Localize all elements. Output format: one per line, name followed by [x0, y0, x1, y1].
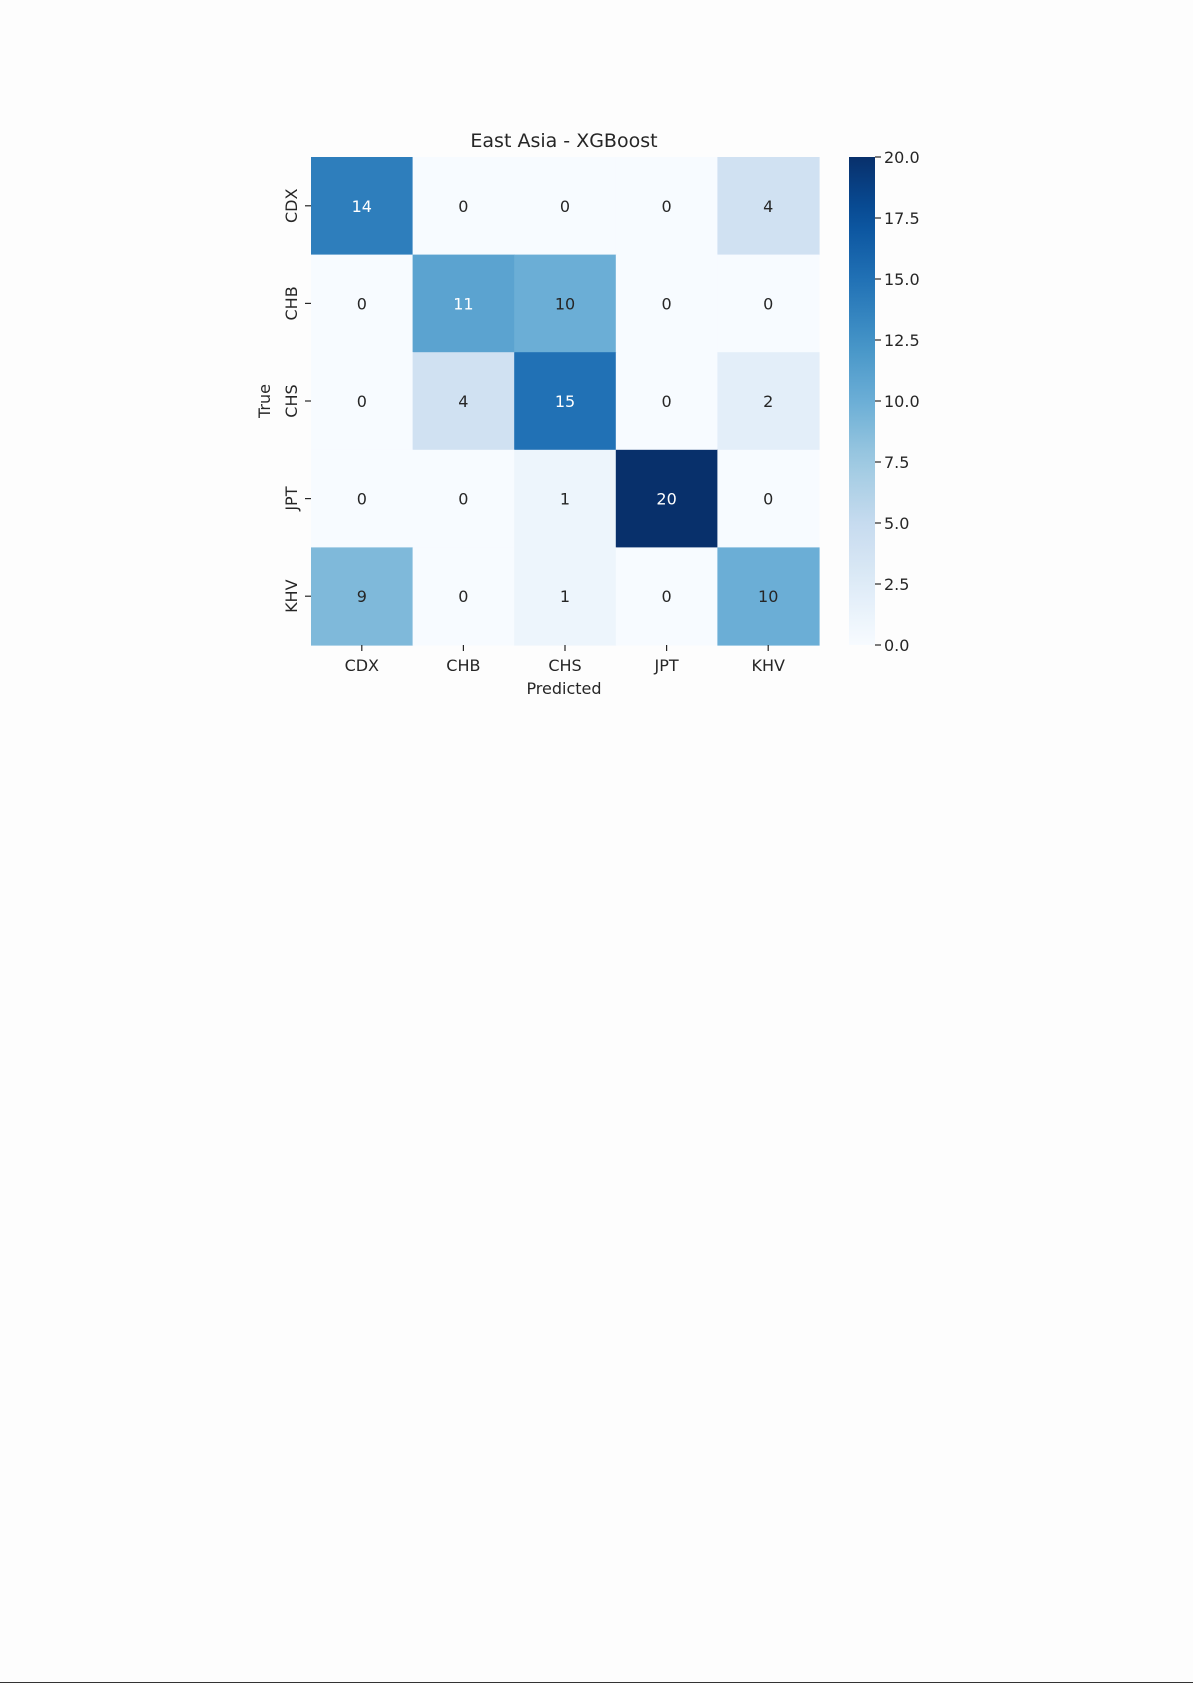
cell-value-label: 0 — [763, 294, 773, 313]
x-tick-label-cdx: CDX — [345, 656, 379, 675]
cell-value-label: 0 — [357, 490, 367, 509]
cell-value-label: 0 — [458, 197, 468, 216]
heatmap-cells: 14 0 0 0 40 11 10 0 00 4 15 0 20 0 1 20 09 0 1 0 10 — [311, 157, 820, 646]
cell-value-label: 0 — [357, 392, 367, 411]
x-axis-ticks: CDX CHB CHS JPT KHV — [345, 645, 785, 675]
cell-value-label: 9 — [357, 587, 367, 606]
cell-value-label: 0 — [458, 490, 468, 509]
cell-jpt-jpt — [615, 449, 718, 548]
colorbar-tick-label: 7.5 — [884, 453, 909, 472]
cell-chb-jpt — [615, 254, 718, 353]
y-axis-ticks: CDX CHB CHS JPT KHV — [282, 189, 311, 613]
x-tick-label-chb: CHB — [446, 656, 480, 675]
cell-cdx-jpt — [615, 157, 718, 256]
colorbar-tick-label: 10.0 — [884, 392, 920, 411]
cell-value-label: 0 — [357, 294, 367, 313]
colorbar-tick-label: 2.5 — [884, 575, 909, 594]
cell-value-label: 0 — [662, 197, 672, 216]
cell-chb-chs — [514, 254, 617, 353]
x-tick-label-jpt: JPT — [654, 656, 679, 675]
y-tick-label-chs: CHS — [282, 384, 301, 417]
cell-cdx-khv — [717, 157, 820, 256]
x-tick-label-chs: CHS — [548, 656, 581, 675]
cell-value-label: 15 — [555, 392, 575, 411]
cell-chb-cdx — [311, 254, 414, 353]
cell-khv-chb — [412, 547, 515, 646]
cell-chs-chs — [514, 352, 617, 451]
cell-value-label: 10 — [555, 294, 575, 313]
cell-chs-cdx — [311, 352, 414, 451]
cell-cdx-chs — [514, 157, 617, 256]
y-tick-label-khv: KHV — [282, 579, 301, 613]
cell-value-label: 1 — [560, 490, 570, 509]
cell-value-label: 0 — [662, 294, 672, 313]
cell-cdx-cdx — [311, 157, 414, 256]
cell-jpt-chb — [412, 449, 515, 548]
cell-chb-khv — [717, 254, 820, 353]
cell-value-label: 0 — [662, 392, 672, 411]
cell-cdx-chb — [412, 157, 515, 256]
cell-value-label: 14 — [352, 197, 372, 216]
cell-jpt-chs — [514, 449, 617, 548]
cell-value-label: 4 — [458, 392, 468, 411]
colorbar-tick-label: 0.0 — [884, 636, 909, 655]
y-tick-label-cdx: CDX — [282, 189, 301, 223]
colorbar-gradient — [849, 157, 875, 645]
y-tick-label-chb: CHB — [282, 286, 301, 320]
x-axis-label: Predicted — [526, 679, 601, 698]
cell-value-label: 20 — [656, 490, 676, 509]
y-tick-label-jpt: JPT — [282, 486, 301, 511]
colorbar-tick-label: 5.0 — [884, 514, 909, 533]
chart-title: East Asia - XGBoost — [470, 130, 657, 152]
colorbar-tick-label: 12.5 — [884, 331, 920, 350]
cell-value-label: 11 — [453, 294, 473, 313]
cell-value-label: 0 — [763, 490, 773, 509]
cell-khv-khv — [717, 547, 820, 646]
cell-jpt-cdx — [311, 449, 414, 548]
cell-khv-jpt — [615, 547, 718, 646]
colorbar-tick-label: 17.5 — [884, 209, 920, 228]
cell-chs-jpt — [615, 352, 718, 451]
cell-chb-chb — [412, 254, 515, 353]
cell-value-label: 0 — [560, 197, 570, 216]
cell-khv-cdx — [311, 547, 414, 646]
cell-jpt-khv — [717, 449, 820, 548]
cell-value-label: 1 — [560, 587, 570, 606]
cell-value-label: 10 — [758, 587, 778, 606]
cell-value-label: 2 — [763, 392, 773, 411]
page-bottom-rule — [0, 1682, 1193, 1683]
cell-chs-khv — [717, 352, 820, 451]
y-axis-label: True — [255, 384, 274, 419]
colorbar-tick-label: 20.0 — [884, 148, 920, 167]
cell-value-label: 4 — [763, 197, 773, 216]
cell-value-label: 0 — [662, 587, 672, 606]
cell-value-label: 0 — [458, 587, 468, 606]
x-tick-label-khv: KHV — [751, 656, 785, 675]
cell-khv-chs — [514, 547, 617, 646]
colorbar: 0.0 2.5 5.0 7.5 10.0 12.5 15.0 17.5 20.0 — [849, 148, 920, 655]
colorbar-tick-label: 15.0 — [884, 270, 920, 289]
cell-chs-chb — [412, 352, 515, 451]
